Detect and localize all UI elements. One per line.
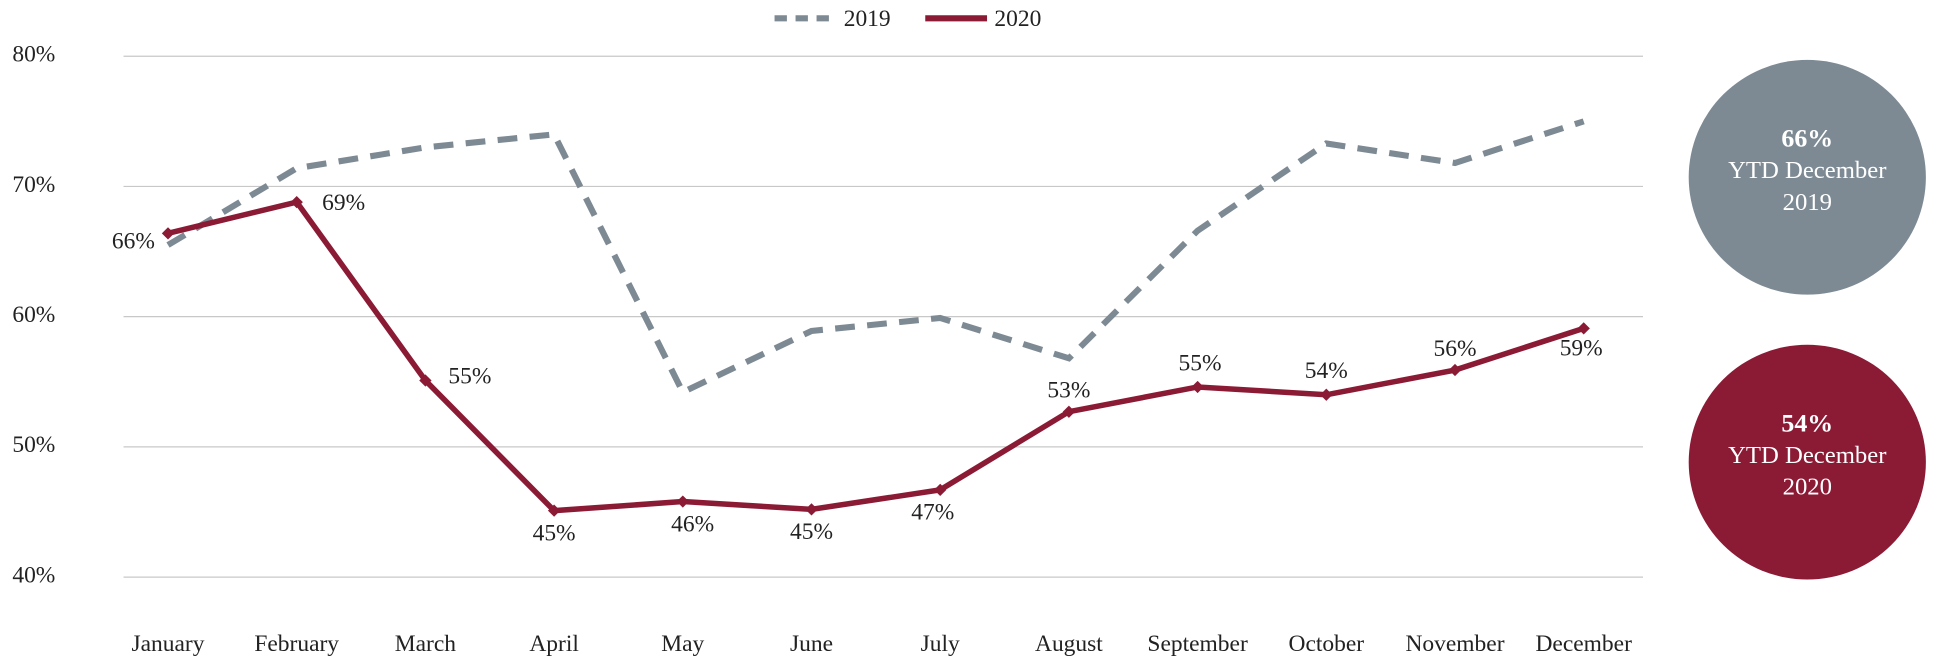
ytd-value: 54% [1781,408,1833,437]
data-label: 45% [790,519,833,545]
ytd-caption: YTD December [1728,157,1886,184]
series-line [166,118,1585,397]
point-marker [805,503,818,516]
point-marker [934,483,947,496]
data-label: 55% [448,363,491,389]
x-tick-label: August [1035,631,1103,657]
x-tick-label: February [254,631,339,657]
ytd-circle [1688,344,1926,580]
x-tick-label: October [1289,631,1365,657]
data-label: 54% [1305,358,1348,384]
data-label: 59% [1560,336,1603,362]
point-marker [161,227,175,240]
y-tick-label: 80% [12,42,55,68]
data-label: 69% [322,190,365,216]
data-label: 45% [533,521,576,547]
x-tick-label: July [921,631,960,657]
y-tick-label: 70% [12,172,55,198]
x-tick-label: January [132,631,205,657]
y-tick-label: 40% [12,563,55,589]
y-tick-label: 60% [12,302,55,328]
point-marker [676,495,689,508]
point-marker [419,374,432,387]
ytd-circle [1688,59,1926,295]
point-marker [1191,380,1204,394]
ytd-caption: 2020 [1783,474,1832,501]
data-label: 66% [112,229,155,255]
point-marker [1320,388,1333,401]
ytd-caption: YTD December [1728,442,1886,469]
point-marker [290,195,303,209]
point-marker [1062,405,1076,418]
legend-label: 2020 [994,6,1041,32]
x-tick-label: September [1147,631,1248,657]
data-label: 56% [1433,336,1476,362]
x-tick-label: December [1535,631,1632,657]
x-tick-label: April [529,631,579,657]
x-tick-label: November [1405,631,1504,657]
point-marker [547,504,561,517]
x-tick-label: June [790,631,833,657]
ytd-value: 66% [1781,124,1833,153]
data-label: 46% [671,511,714,537]
legend-label: 2019 [844,6,891,32]
ytd-caption: 2019 [1783,189,1832,216]
y-tick-label: 50% [12,432,55,458]
x-tick-label: May [661,631,704,657]
series-line [167,198,1585,514]
point-marker [1577,322,1590,335]
data-label: 55% [1179,350,1222,376]
x-tick-label: March [395,631,457,657]
data-label: 53% [1047,378,1090,404]
data-label: 47% [911,500,954,526]
